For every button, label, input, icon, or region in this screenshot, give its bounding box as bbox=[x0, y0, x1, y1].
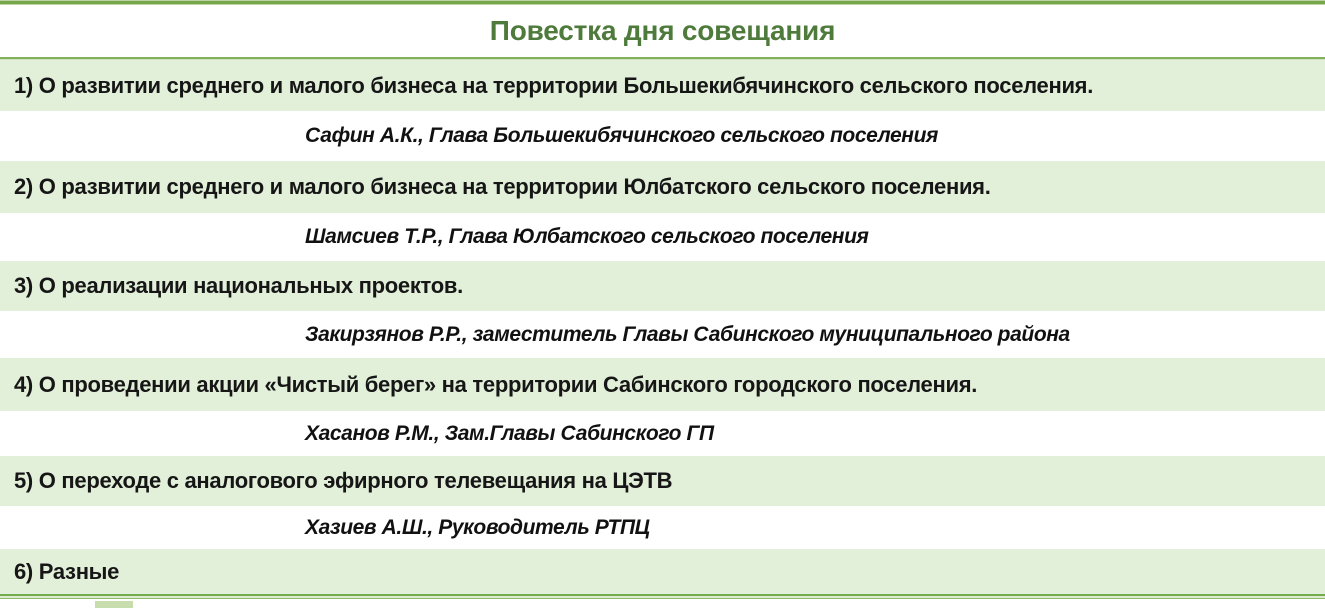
page-title: Повестка дня совещания bbox=[489, 15, 836, 46]
agenda-speaker-4: Хасанов Р.М., Зам.Главы Сабинского ГП bbox=[0, 411, 1325, 456]
agenda-topic-4: 4) О проведении акции «Чистый берег» на … bbox=[0, 358, 1325, 411]
agenda-speaker-1-text: Сафин А.К., Глава Большекибячинского сел… bbox=[305, 124, 938, 147]
bottom-border-line bbox=[0, 594, 1325, 600]
agenda-topic-1-text: 1) О развитии среднего и малого бизнеса … bbox=[14, 72, 1094, 98]
agenda-speaker-5: Хазиев А.Ш., Руководитель РТПЦ bbox=[0, 506, 1325, 549]
agenda-topic-3-text: 3) О реализации национальных проектов. bbox=[14, 273, 463, 298]
agenda-topic-5: 5) О переходе с аналогового эфирного тел… bbox=[0, 456, 1325, 506]
agenda-topic-6-text: 6) Разные bbox=[14, 558, 120, 584]
agenda-speaker-2-text: Шамсиев Т.Р., Глава Юлбатского сельского… bbox=[305, 225, 869, 248]
agenda-speaker-1: Сафин А.К., Глава Большекибячинского сел… bbox=[0, 111, 1325, 161]
agenda-topic-3: 3) О реализации национальных проектов. bbox=[0, 261, 1325, 311]
agenda-topic-1: 1) О развитии среднего и малого бизнеса … bbox=[0, 60, 1325, 111]
agenda-topic-2-text: 2) О развитии среднего и малого бизнеса … bbox=[14, 174, 991, 199]
header-separator-line bbox=[0, 57, 1325, 60]
agenda-header: Повестка дня совещания bbox=[0, 5, 1325, 57]
agenda-topic-2: 2) О развитии среднего и малого бизнеса … bbox=[0, 161, 1325, 213]
agenda-topic-6: 6) Разные bbox=[0, 549, 1325, 594]
top-border-line bbox=[0, 0, 1325, 5]
agenda-topic-5-text: 5) О переходе с аналогового эфирного тел… bbox=[14, 468, 673, 493]
agenda-speaker-2: Шамсиев Т.Р., Глава Юлбатского сельского… bbox=[0, 213, 1325, 261]
bottom-margin-strip bbox=[0, 600, 1325, 608]
agenda-speaker-3: Закирзянов Р.Р., заместитель Главы Сабин… bbox=[0, 311, 1325, 358]
agenda-speaker-4-text: Хасанов Р.М., Зам.Главы Сабинского ГП bbox=[305, 421, 714, 445]
agenda-speaker-3-text: Закирзянов Р.Р., заместитель Главы Сабин… bbox=[305, 322, 1070, 346]
bottom-edge-fragment bbox=[95, 601, 133, 608]
agenda-speaker-5-text: Хазиев А.Ш., Руководитель РТПЦ bbox=[305, 515, 650, 539]
agenda-topic-4-text: 4) О проведении акции «Чистый берег» на … bbox=[14, 371, 978, 397]
